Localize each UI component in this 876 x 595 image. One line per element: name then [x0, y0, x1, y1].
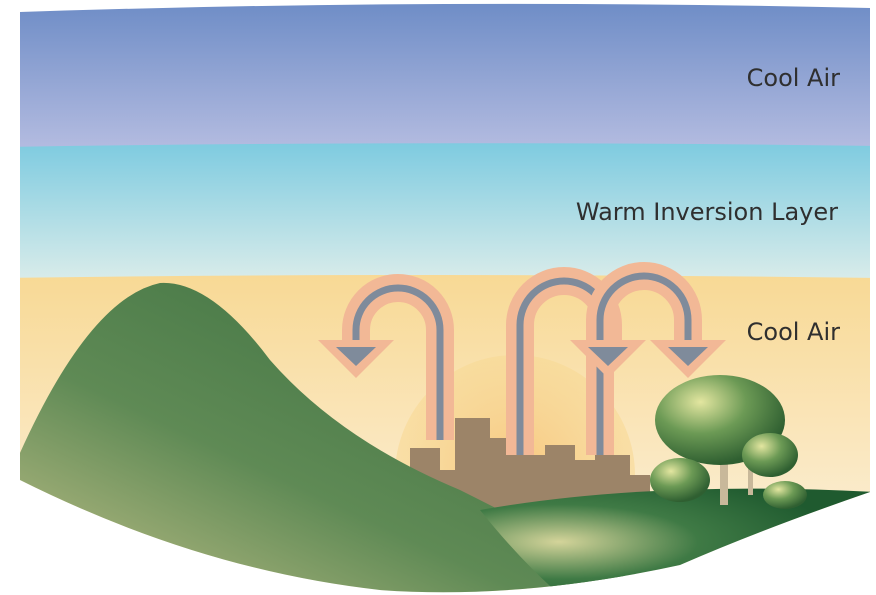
layer-label: Cool Air	[747, 318, 841, 346]
scene	[0, 0, 876, 595]
layer-label: Warm Inversion Layer	[576, 198, 838, 226]
page: Cool Air Warm Inversion Layer Cool Air (…	[0, 0, 876, 595]
inversion-diagram: Cool Air Warm Inversion Layer Cool Air	[0, 0, 876, 595]
upper-cool-band	[0, 0, 876, 147]
layer-label: Cool Air	[747, 64, 841, 92]
